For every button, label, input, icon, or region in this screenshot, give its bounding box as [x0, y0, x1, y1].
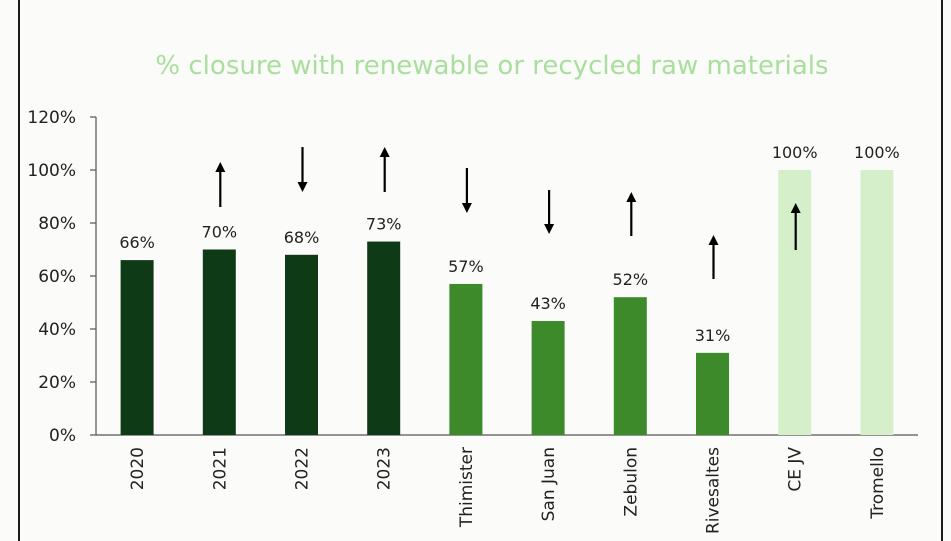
data-label: 31% [695, 326, 731, 345]
bar [613, 297, 647, 435]
data-label: 52% [613, 270, 649, 289]
bar [202, 249, 236, 435]
x-tick-label: 2020 [128, 447, 148, 490]
y-tick-label: 100% [27, 161, 76, 181]
bar [531, 321, 565, 435]
arrow-up-icon [215, 162, 226, 207]
category-labels: 2020 2021 2022 2023 Thimister San Juan Zebulon… [128, 447, 888, 534]
arrow-up-icon [626, 192, 637, 236]
arrow-down-icon [544, 190, 555, 234]
x-tick-label: Thimister [457, 447, 477, 528]
data-label: 66% [119, 233, 155, 252]
y-tick-label: 20% [38, 373, 76, 393]
arrow-up-icon [379, 147, 390, 192]
arrow-down-icon [297, 147, 308, 192]
bar [367, 241, 401, 435]
x-tick-label: Tromello [868, 447, 888, 520]
x-tick-label: Zebulon [621, 447, 641, 517]
data-label: 100% [854, 143, 900, 162]
bar [860, 170, 894, 435]
data-label: 73% [366, 215, 402, 234]
bar [696, 352, 729, 435]
data-labels: 66% 70% 68% 73% 57% 43% 52% 31% 100% 100% [119, 143, 899, 345]
x-tick-label: 2021 [210, 447, 230, 490]
x-tick-label: 2022 [293, 447, 313, 490]
data-label: 68% [284, 228, 320, 247]
arrow-up-icon [790, 203, 801, 250]
x-tick-label: CE JV [786, 447, 806, 492]
arrow-up-icon [708, 235, 719, 279]
chart-title: % closure with renewable or recycled raw… [155, 51, 828, 81]
x-tick-label: San Juan [539, 447, 559, 521]
y-tick-label: 0% [49, 426, 76, 446]
trend-arrows [215, 147, 801, 279]
bar [449, 283, 483, 435]
y-tick-label: 40% [38, 320, 76, 340]
data-label: 57% [448, 257, 484, 276]
x-tick-label: Rivesaltes [704, 447, 724, 534]
y-tick-label: 60% [38, 267, 76, 287]
bar [285, 254, 318, 435]
y-tick-label: 120% [27, 108, 76, 128]
bars [120, 170, 894, 435]
y-axis-ticks: 0% 20% 40% 60% 80% 100% 120% [27, 108, 96, 446]
arrow-down-icon [461, 168, 472, 213]
data-label: 43% [530, 294, 566, 313]
frame-right-border [941, 0, 943, 541]
x-tick-label: 2023 [375, 447, 395, 490]
bar [120, 260, 154, 435]
y-tick-label: 80% [38, 214, 76, 234]
data-label: 70% [202, 223, 238, 242]
data-label: 100% [772, 143, 818, 162]
frame-left-border [18, 0, 20, 541]
